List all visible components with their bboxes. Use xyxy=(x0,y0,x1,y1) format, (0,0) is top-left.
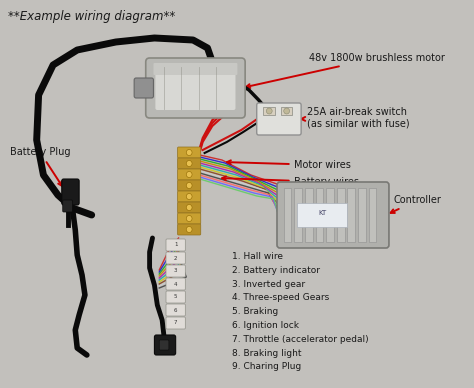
Text: 4. Three-speed Gears: 4. Three-speed Gears xyxy=(232,293,329,302)
Text: **Example wiring diagram**: **Example wiring diagram** xyxy=(8,10,175,23)
Bar xyxy=(326,188,334,242)
FancyBboxPatch shape xyxy=(166,291,185,303)
Text: KT: KT xyxy=(318,210,327,216)
Bar xyxy=(358,188,366,242)
Circle shape xyxy=(284,108,290,114)
Circle shape xyxy=(186,161,192,166)
FancyBboxPatch shape xyxy=(178,147,201,158)
Text: 3: 3 xyxy=(174,268,177,274)
Text: Battery wires: Battery wires xyxy=(222,177,359,187)
FancyBboxPatch shape xyxy=(155,335,176,355)
FancyBboxPatch shape xyxy=(166,278,185,290)
Bar xyxy=(337,188,345,242)
FancyBboxPatch shape xyxy=(178,158,201,169)
Text: 8. Braking light: 8. Braking light xyxy=(232,348,301,358)
Bar xyxy=(369,188,376,242)
Circle shape xyxy=(186,182,192,189)
FancyBboxPatch shape xyxy=(155,66,236,110)
Text: 6: 6 xyxy=(174,308,177,312)
FancyBboxPatch shape xyxy=(166,265,185,277)
Text: 2: 2 xyxy=(174,256,177,260)
Text: 1. Hall wire: 1. Hall wire xyxy=(232,252,283,261)
Text: 48v 1800w brushless motor: 48v 1800w brushless motor xyxy=(246,53,445,88)
Circle shape xyxy=(186,227,192,232)
Circle shape xyxy=(186,149,192,156)
Text: Controller: Controller xyxy=(391,195,442,213)
Text: 5. Braking: 5. Braking xyxy=(232,307,278,316)
Text: 5: 5 xyxy=(174,294,177,300)
Text: 3. Inverted gear: 3. Inverted gear xyxy=(232,280,305,289)
Text: 6. Ignition lock: 6. Ignition lock xyxy=(232,321,299,330)
FancyBboxPatch shape xyxy=(166,252,185,264)
Bar xyxy=(264,107,275,115)
FancyBboxPatch shape xyxy=(277,182,389,248)
Bar xyxy=(305,188,313,242)
FancyBboxPatch shape xyxy=(63,200,73,212)
FancyBboxPatch shape xyxy=(166,317,185,329)
FancyBboxPatch shape xyxy=(178,202,201,213)
Bar xyxy=(297,203,347,227)
Circle shape xyxy=(186,171,192,177)
Text: 7. Throttle (accelerator pedal): 7. Throttle (accelerator pedal) xyxy=(232,335,368,344)
FancyBboxPatch shape xyxy=(178,213,201,224)
FancyBboxPatch shape xyxy=(178,169,201,180)
Text: 4: 4 xyxy=(174,282,177,286)
Bar xyxy=(347,188,355,242)
Text: Motor wires: Motor wires xyxy=(227,160,351,170)
FancyBboxPatch shape xyxy=(159,340,169,350)
FancyBboxPatch shape xyxy=(257,103,301,135)
Circle shape xyxy=(266,108,272,114)
FancyBboxPatch shape xyxy=(154,63,237,75)
Circle shape xyxy=(186,194,192,199)
FancyBboxPatch shape xyxy=(166,239,185,251)
FancyBboxPatch shape xyxy=(62,179,79,205)
Bar xyxy=(294,188,302,242)
Circle shape xyxy=(186,215,192,222)
Bar xyxy=(281,107,292,115)
FancyBboxPatch shape xyxy=(166,304,185,316)
Text: 1: 1 xyxy=(174,242,177,248)
Text: 2. Battery indicator: 2. Battery indicator xyxy=(232,266,319,275)
FancyBboxPatch shape xyxy=(178,224,201,235)
Text: Battery Plug: Battery Plug xyxy=(9,147,70,186)
Bar xyxy=(316,188,323,242)
FancyBboxPatch shape xyxy=(146,58,245,118)
Bar xyxy=(284,188,292,242)
Circle shape xyxy=(186,204,192,211)
Text: 9. Charing Plug: 9. Charing Plug xyxy=(232,362,301,371)
FancyBboxPatch shape xyxy=(178,180,201,191)
FancyBboxPatch shape xyxy=(134,78,154,98)
Text: 7: 7 xyxy=(174,320,177,326)
FancyBboxPatch shape xyxy=(178,191,201,202)
Text: 25A air-break switch
(as similar with fuse): 25A air-break switch (as similar with fu… xyxy=(301,107,410,129)
